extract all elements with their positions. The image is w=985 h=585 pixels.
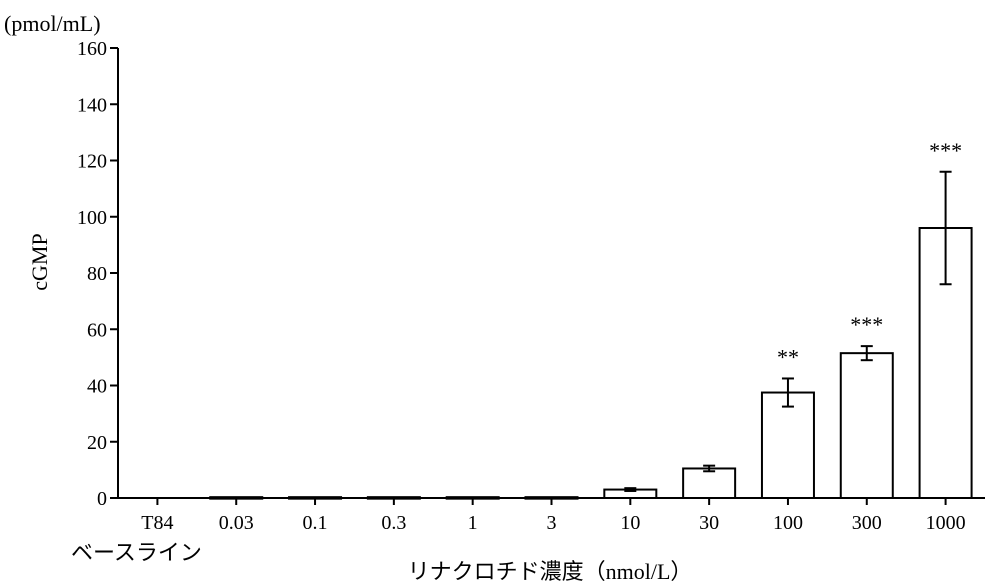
x-axis-title: リナクロチド濃度（nmol/L） <box>408 559 693 584</box>
x-tick-label: 10 <box>620 512 640 534</box>
x-tick-label: 0.3 <box>381 512 406 534</box>
y-tick-label: 0 <box>97 488 107 510</box>
baseline-label: ベースライン <box>71 540 202 565</box>
x-tick-label: 100 <box>773 512 803 534</box>
y-tick-label: 60 <box>87 319 107 341</box>
y-axis-title: cGMP <box>27 233 52 290</box>
x-tick-label: T84 <box>141 512 173 534</box>
x-tick-label: 300 <box>852 512 882 534</box>
bar <box>524 496 579 500</box>
bar <box>445 496 500 500</box>
x-tick-label: 1 <box>468 512 478 534</box>
significance-marker: ** <box>777 344 799 369</box>
y-tick-label: 20 <box>87 432 107 454</box>
y-tick-label: 100 <box>77 207 107 229</box>
y-tick-label: 120 <box>77 151 107 173</box>
bar <box>839 352 894 499</box>
x-tick-label: 0.1 <box>303 512 328 534</box>
bar <box>682 467 737 499</box>
bar <box>209 496 264 500</box>
y-tick-label: 40 <box>87 376 107 398</box>
y-tick-label: 140 <box>77 94 107 116</box>
bar <box>288 496 343 500</box>
y-axis-unit: (pmol/mL) <box>4 11 101 36</box>
bar <box>760 391 815 499</box>
plot-area: 0 20 40 60 80 100 120 140 160 T84 0.03 0.1 0.3 1 3 10 30… <box>77 38 985 534</box>
x-tick-label: 1000 <box>926 512 966 534</box>
bar <box>366 496 421 500</box>
y-tick-label: 80 <box>87 263 107 285</box>
significance-marker: *** <box>850 312 883 337</box>
significance-marker: *** <box>929 138 962 163</box>
x-tick-label: 30 <box>699 512 719 534</box>
x-tick-label: 0.03 <box>219 512 254 534</box>
y-tick-label: 160 <box>77 38 107 60</box>
x-tick-label: 3 <box>547 512 557 534</box>
